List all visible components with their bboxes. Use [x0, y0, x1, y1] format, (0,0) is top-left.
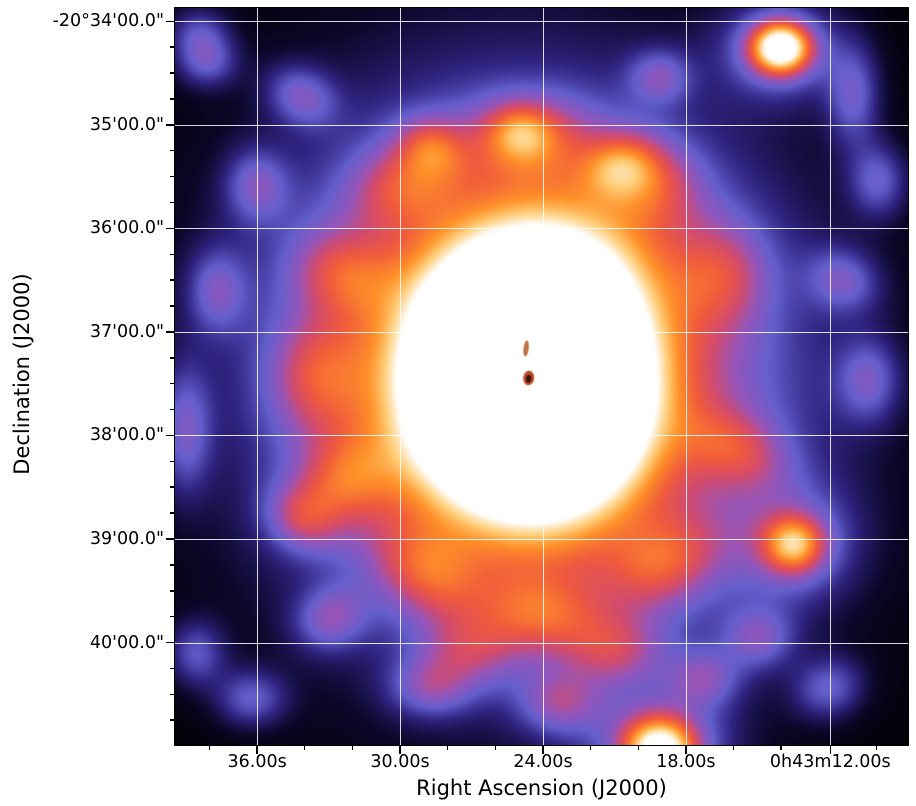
x-tick-mark — [875, 746, 878, 750]
x-axis-label: Right Ascension (J2000) — [416, 776, 667, 800]
y-tick-mark — [170, 460, 174, 463]
x-tick-label: 0h43m12.00s — [769, 752, 891, 772]
x-tick-mark — [829, 746, 832, 754]
y-tick-mark — [170, 72, 174, 74]
y-tick-mark — [170, 615, 174, 618]
gridline-horizontal — [175, 124, 908, 126]
y-tick-label: 36'00.0" — [89, 218, 164, 239]
x-tick-label: 24.00s — [513, 752, 573, 772]
x-tick-mark — [208, 746, 211, 750]
y-tick-mark — [166, 538, 174, 540]
y-tick-label: 39'00.0" — [89, 529, 164, 549]
x-tick-mark — [589, 746, 592, 750]
y-tick-label: 35'00.0" — [89, 114, 164, 135]
y-tick-mark — [170, 357, 174, 359]
x-tick-mark — [685, 746, 687, 754]
y-tick-mark — [170, 253, 174, 255]
y-tick-label: 38'00.0" — [89, 425, 164, 446]
y-tick-mark — [170, 98, 174, 100]
y-tick-mark — [170, 149, 174, 152]
x-tick-mark — [256, 746, 258, 754]
gridline-horizontal — [175, 435, 908, 437]
y-tick-mark — [170, 408, 174, 411]
x-tick-mark — [446, 746, 449, 750]
plot-area — [174, 7, 909, 746]
gridline-horizontal — [175, 331, 908, 333]
y-tick-mark — [170, 382, 174, 385]
y-tick-mark — [166, 331, 174, 333]
y-tick-label: -20°34'00.0" — [52, 11, 164, 32]
x-tick-mark — [732, 746, 735, 750]
y-tick-mark — [170, 590, 174, 592]
x-tick-mark — [494, 746, 497, 750]
y-tick-mark — [170, 667, 174, 670]
x-tick-mark — [780, 746, 782, 750]
gridline-vertical — [685, 8, 687, 745]
x-tick-label: 18.00s — [656, 752, 716, 772]
x-tick-mark — [542, 746, 544, 754]
sky-image-canvas — [175, 8, 908, 745]
x-tick-mark — [351, 746, 354, 750]
y-tick-mark — [170, 564, 174, 566]
y-tick-mark — [166, 641, 174, 644]
y-tick-mark — [170, 46, 174, 48]
y-tick-label: 37'00.0" — [89, 321, 164, 342]
y-tick-mark — [170, 486, 174, 488]
gridline-vertical — [542, 8, 544, 745]
gridline-vertical — [400, 8, 402, 745]
x-tick-label: 36.00s — [227, 752, 287, 772]
y-tick-mark — [166, 20, 174, 23]
gridline-vertical — [830, 8, 832, 745]
y-tick-mark — [170, 512, 174, 514]
x-tick-mark — [303, 746, 306, 750]
gridline-horizontal — [175, 539, 908, 540]
y-tick-mark — [166, 434, 174, 437]
x-tick-mark — [637, 746, 639, 750]
gridline-horizontal — [175, 642, 908, 644]
y-tick-mark — [170, 201, 174, 204]
y-tick-mark — [170, 719, 174, 721]
y-tick-label: 40'00.0" — [89, 632, 164, 653]
y-tick-mark — [170, 175, 174, 178]
y-tick-mark — [170, 305, 174, 307]
y-tick-mark — [170, 693, 174, 696]
gridline-horizontal — [175, 228, 908, 230]
y-tick-mark — [170, 279, 174, 281]
gridline-horizontal — [175, 21, 908, 23]
x-tick-mark — [399, 746, 401, 754]
y-tick-mark — [166, 124, 174, 126]
gridline-vertical — [257, 8, 259, 745]
y-tick-mark — [166, 227, 174, 230]
x-tick-label: 30.00s — [370, 752, 430, 772]
